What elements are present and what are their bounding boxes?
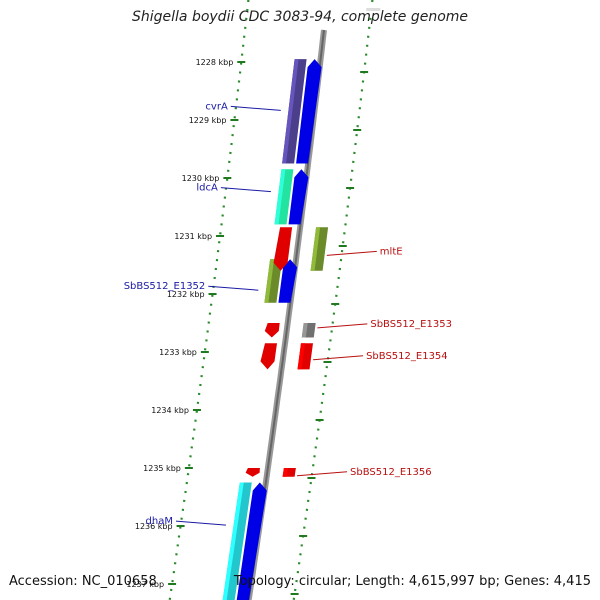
gene-label-leader (175, 520, 227, 526)
gene-label-sbbs512_e1352[interactable]: SbBS512_E1352 (124, 281, 206, 292)
tick-label: 1231 kbp (174, 232, 212, 241)
tick-label: 1229 kbp (189, 116, 227, 125)
gene-label-ldca[interactable]: ldcA (196, 183, 218, 194)
map-title: Shigella boydii CDC 3083-94, complete ge… (131, 9, 469, 25)
gene-cog-highlight (297, 343, 305, 370)
gene-mlte[interactable] (273, 227, 329, 271)
gene-sbbs512_e1352[interactable] (264, 259, 298, 303)
accession-text: Accession: NC_010658 (9, 574, 157, 589)
gene-strand-arrow (245, 468, 260, 477)
gene-cvra[interactable] (282, 59, 322, 164)
gene-cog-highlight (301, 323, 308, 338)
tick-label: 1234 kbp (151, 406, 189, 415)
gene-label-sbbs512_e1353[interactable]: SbBS512_E1353 (370, 319, 452, 330)
gene-dham[interactable] (221, 482, 267, 600)
gene-strand-arrow (288, 169, 309, 225)
tick-label: 1228 kbp (196, 58, 234, 67)
gene-strand-arrow (260, 343, 277, 370)
gene-label-leader (313, 355, 364, 361)
gene-label-leader (208, 285, 259, 291)
gene-label-mlte[interactable]: mltE (380, 246, 403, 257)
tick-label: 1230 kbp (182, 174, 220, 183)
gene-label-layer: cvrA ldcA SbBS512_E1352 dhaM mltE SbBS512_E13… (124, 101, 452, 527)
gene-cog-highlight (264, 259, 275, 303)
gene-layer (221, 59, 329, 600)
tick-label: 1233 kbp (159, 348, 197, 357)
gene-ldca[interactable] (274, 169, 309, 225)
gene-strand-arrow (236, 482, 267, 600)
gene-label-leader (220, 187, 271, 193)
tick-layer: 1228 kbp 1229 kbp 1230 kbp 1231 kbp 1232 kbp… (126, 58, 369, 595)
gene-cog-highlight (274, 169, 286, 225)
gene-strand-arrow (278, 259, 298, 303)
right-dotted-ring (292, 0, 374, 600)
tick-label: 1237 kbp (126, 580, 164, 589)
gene-strand-arrow (296, 59, 322, 164)
gene-cog-highlight (282, 468, 288, 477)
backbone-top-mark (366, 8, 381, 11)
gene-label-sbbs512_e1356[interactable]: SbBS512_E1356 (350, 467, 432, 478)
gene-label-leader (297, 471, 348, 477)
gene-label-leader (317, 323, 368, 329)
genome-summary-text: Topology: circular; Length: 4,615,997 bp… (233, 574, 591, 589)
gene-label-cvra[interactable]: cvrA (205, 101, 228, 112)
tick-label: 1236 kbp (135, 522, 173, 531)
gene-sbbs512_e1353[interactable] (264, 323, 316, 338)
gene-cog-highlight (282, 59, 299, 164)
tick-label: 1235 kbp (143, 464, 181, 473)
gene-cog-highlight (310, 227, 321, 271)
gene-sbbs512_e1356[interactable] (245, 468, 296, 477)
gene-label-dham[interactable]: dhaM (146, 516, 173, 527)
tick-label: 1232 kbp (167, 290, 205, 299)
gene-strand-arrow (273, 227, 293, 271)
ring-layer (168, 0, 374, 600)
gene-label-sbbs512_e1354[interactable]: SbBS512_E1354 (366, 351, 448, 362)
gene-label-leader (230, 105, 281, 111)
gene-strand-arrow (264, 323, 280, 338)
gene-sbbs512_e1354[interactable] (260, 343, 314, 370)
gene-label-leader (326, 250, 377, 256)
left-dotted-ring (168, 0, 250, 600)
gene-cog-highlight (222, 482, 244, 600)
